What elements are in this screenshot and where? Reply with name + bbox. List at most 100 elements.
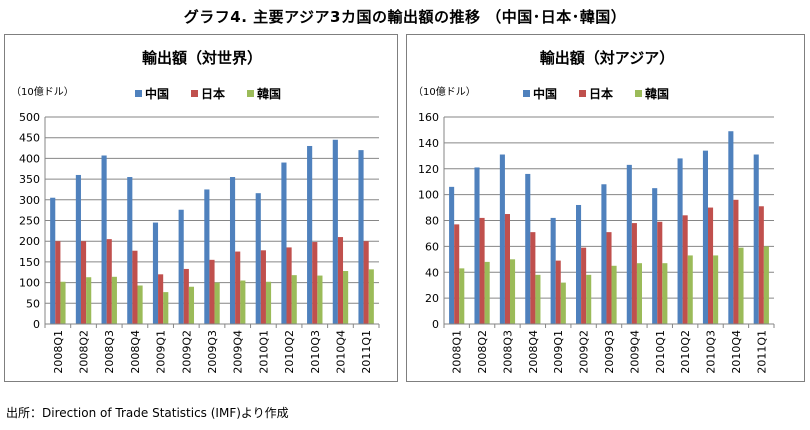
x-tick-label: 2008Q1 <box>52 330 65 374</box>
legend-label: 中国 <box>533 86 557 101</box>
bar <box>560 282 566 324</box>
x-tick-label: 2008Q3 <box>501 330 514 374</box>
bar <box>555 260 561 324</box>
bar <box>75 174 81 324</box>
unit-label: （10億ドル） <box>11 85 74 98</box>
bar <box>188 286 195 324</box>
legend-label: 中国 <box>145 86 169 101</box>
chart-panel-asia: 輸出額（対アジア） （10億ドル） 中国 日本 韓国 0 20 40 60 80 100 120 140… <box>406 34 805 382</box>
bar <box>530 232 536 324</box>
bar <box>137 285 143 324</box>
legend-swatch <box>191 90 198 97</box>
chart-asia: 輸出額（対アジア） （10億ドル） 中国 日本 韓国 0 20 40 60 80 100 120 140… <box>413 49 775 374</box>
legend-item: 日本 <box>191 86 225 101</box>
x-tick-label: 2009Q4 <box>628 330 641 374</box>
bar <box>50 197 56 324</box>
bar <box>265 281 272 324</box>
legend-swatch <box>135 90 142 97</box>
bar <box>626 164 632 324</box>
y-tick-label: 350 <box>19 173 40 186</box>
y-tick-label: 200 <box>19 235 40 248</box>
x-tick-label: 2010Q2 <box>679 330 692 374</box>
x-tick-label: 2010Q4 <box>334 330 347 374</box>
x-tick-label: 2010Q1 <box>257 330 270 374</box>
x-tick-label: 2009Q3 <box>206 330 219 374</box>
bar <box>677 158 683 324</box>
bar <box>291 275 297 324</box>
x-tick-label: 2009Q1 <box>155 330 168 374</box>
x-tick-label: 2010Q4 <box>730 330 743 374</box>
y-tick-label: 100 <box>19 277 40 290</box>
x-tick-label: 2009Q4 <box>232 330 245 374</box>
legend-item: 韓国 <box>635 86 669 101</box>
x-tick-label: 2010Q3 <box>309 330 322 374</box>
y-tick-label: 20 <box>425 292 439 305</box>
bar <box>728 131 734 324</box>
legend-item: 中国 <box>135 86 169 101</box>
x-tick-label: 2010Q2 <box>283 330 296 374</box>
bar <box>474 167 480 324</box>
bar <box>459 268 465 324</box>
legend-item: 中国 <box>523 86 557 101</box>
bar <box>687 255 693 324</box>
bar <box>240 280 246 324</box>
chart-title: 輸出額（対アジア） <box>540 49 674 67</box>
chart-title: 輸出額（対世界） <box>142 49 262 67</box>
bar <box>86 277 92 324</box>
legend-label: 韓国 <box>257 86 281 101</box>
bar <box>178 209 184 324</box>
bar <box>702 150 708 324</box>
bar <box>363 241 369 324</box>
y-tick-label: 0 <box>432 318 439 331</box>
x-tick-label: 2009Q2 <box>180 330 193 374</box>
bar <box>229 177 236 324</box>
y-tick-label: 150 <box>19 256 40 269</box>
bar <box>662 263 668 324</box>
bar <box>738 247 744 324</box>
bar <box>163 292 169 324</box>
y-tick-label: 140 <box>418 137 439 150</box>
legend-swatch <box>523 90 530 97</box>
bar <box>235 251 241 324</box>
y-tick-label: 0 <box>33 318 40 331</box>
bar <box>214 282 220 324</box>
x-tick-label: 2009Q3 <box>603 330 616 374</box>
bar <box>586 274 592 324</box>
y-tick-label: 120 <box>418 163 439 176</box>
bar <box>657 221 663 324</box>
bar <box>183 268 189 324</box>
bar <box>576 204 582 324</box>
y-tick-label: 100 <box>418 189 439 202</box>
y-tick-label: 450 <box>19 132 40 145</box>
bar <box>286 247 292 324</box>
bar <box>368 269 374 324</box>
bar <box>611 265 617 324</box>
y-tick-label: 160 <box>418 111 439 124</box>
bar <box>255 193 261 324</box>
bar <box>753 154 759 324</box>
x-tick-label: 2010Q1 <box>654 330 667 374</box>
legend-swatch <box>635 90 642 97</box>
x-tick-label: 2008Q4 <box>129 330 142 374</box>
bar <box>343 271 349 324</box>
x-tick-label: 2008Q2 <box>78 330 91 374</box>
bar <box>449 186 455 324</box>
bar <box>581 247 587 324</box>
bar <box>525 173 531 324</box>
bar <box>601 184 607 324</box>
bar <box>152 222 159 324</box>
y-tick-label: 250 <box>19 215 40 228</box>
x-tick-label: 2008Q4 <box>527 330 540 374</box>
bar <box>337 237 344 324</box>
bar <box>763 246 769 325</box>
legend-swatch <box>579 90 586 97</box>
bar <box>312 242 318 324</box>
chart-world: 輸出額（対世界） （10億ドル） 中国 日本 韓国 0 50 100 150 200 250 300 3… <box>11 49 380 374</box>
bar <box>504 214 510 324</box>
bar <box>636 263 642 324</box>
x-tick-label: 2008Q3 <box>103 330 116 374</box>
bar <box>550 217 556 324</box>
legend-label: 日本 <box>589 86 613 101</box>
bar <box>479 217 485 324</box>
legend-label: 韓国 <box>645 86 669 101</box>
